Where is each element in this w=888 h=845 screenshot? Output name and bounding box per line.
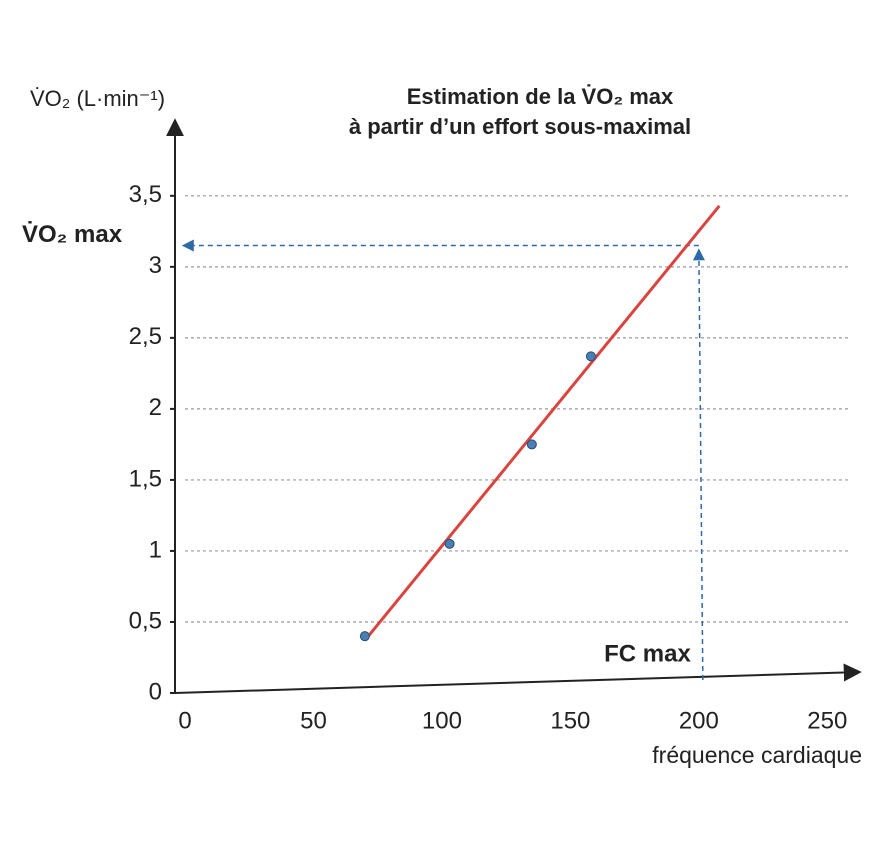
vo2max-label: V̇O₂ max bbox=[22, 220, 123, 247]
data-point bbox=[444, 538, 455, 549]
y-tick-label: 1 bbox=[149, 536, 162, 563]
x-tick-label: 50 bbox=[300, 707, 327, 734]
fcmax-label: FC max bbox=[604, 640, 691, 667]
y-tick-label: 2 bbox=[149, 394, 162, 421]
y-tick-label: 3,5 bbox=[129, 181, 162, 208]
x-tick-label: 250 bbox=[807, 707, 847, 734]
y-tick-label: 2,5 bbox=[129, 323, 162, 350]
regression-line bbox=[363, 204, 721, 642]
y-tick-label: 1,5 bbox=[129, 465, 162, 492]
y-tick-label: 3 bbox=[149, 252, 162, 279]
data-point bbox=[526, 439, 537, 450]
data-point bbox=[359, 631, 370, 642]
x-tick-label: 100 bbox=[422, 707, 462, 734]
y-tick-label: 0,5 bbox=[129, 607, 162, 634]
chart-title: Estimation de la V̇O₂ max bbox=[407, 84, 674, 109]
x-tick-label: 0 bbox=[178, 707, 191, 734]
x-tick-label: 200 bbox=[679, 707, 719, 734]
data-point bbox=[585, 351, 596, 362]
chart-title: à partir d’un effort sous-maximal bbox=[349, 114, 691, 139]
x-axis-label: fréquence cardiaque bbox=[652, 742, 862, 768]
y-axis-label: V̇O₂ (L·min⁻¹) bbox=[30, 86, 165, 111]
y-tick-label: 0 bbox=[149, 678, 162, 705]
x-axis bbox=[174, 663, 862, 694]
x-tick-label: 150 bbox=[550, 707, 590, 734]
